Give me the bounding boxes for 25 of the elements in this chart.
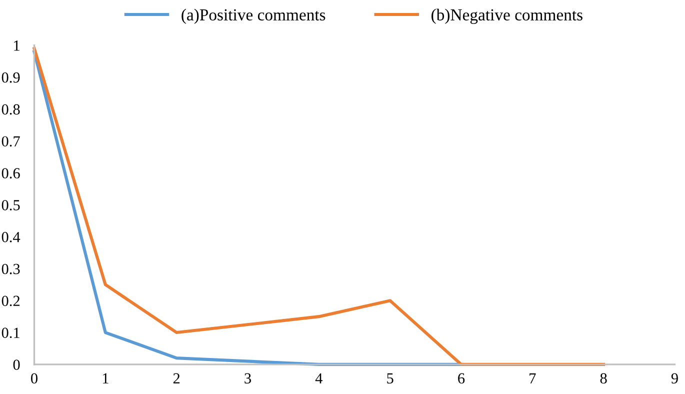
line-series	[32, 46, 606, 366]
x-tick-label: 6	[458, 373, 465, 384]
y-tick-label: 0	[13, 360, 20, 370]
x-tick-label: 5	[387, 373, 394, 384]
legend-label: (a)Positive comments	[182, 8, 326, 24]
x-tick-label: 7	[530, 373, 536, 384]
x-tick-label: 0	[31, 373, 38, 384]
line-series	[32, 50, 463, 366]
legend-label: (b)Negative comments	[432, 8, 582, 24]
y-tick-label: 0.2	[2, 296, 20, 306]
y-tick-label: 0.8	[2, 104, 20, 115]
y-tick-label: 0.6	[2, 168, 20, 178]
y-tick-label: 1	[14, 40, 20, 51]
x-tick-label: 1	[102, 373, 108, 384]
y-tick-label: 0.7	[2, 136, 20, 147]
y-tick-label: 0.4	[2, 232, 20, 242]
y-tick-label: 0.5	[2, 200, 20, 210]
y-tick-label: 0.1	[2, 328, 20, 338]
x-tick-label: 8	[600, 373, 607, 384]
y-tick-label: 0.3	[2, 264, 20, 274]
x-tick-label: 2	[173, 373, 180, 384]
x-tick-label: 4	[315, 373, 322, 384]
x-tick-label: 9	[671, 373, 678, 384]
y-tick-label: 0.9	[2, 72, 20, 83]
x-tick-label: 3	[244, 373, 251, 384]
